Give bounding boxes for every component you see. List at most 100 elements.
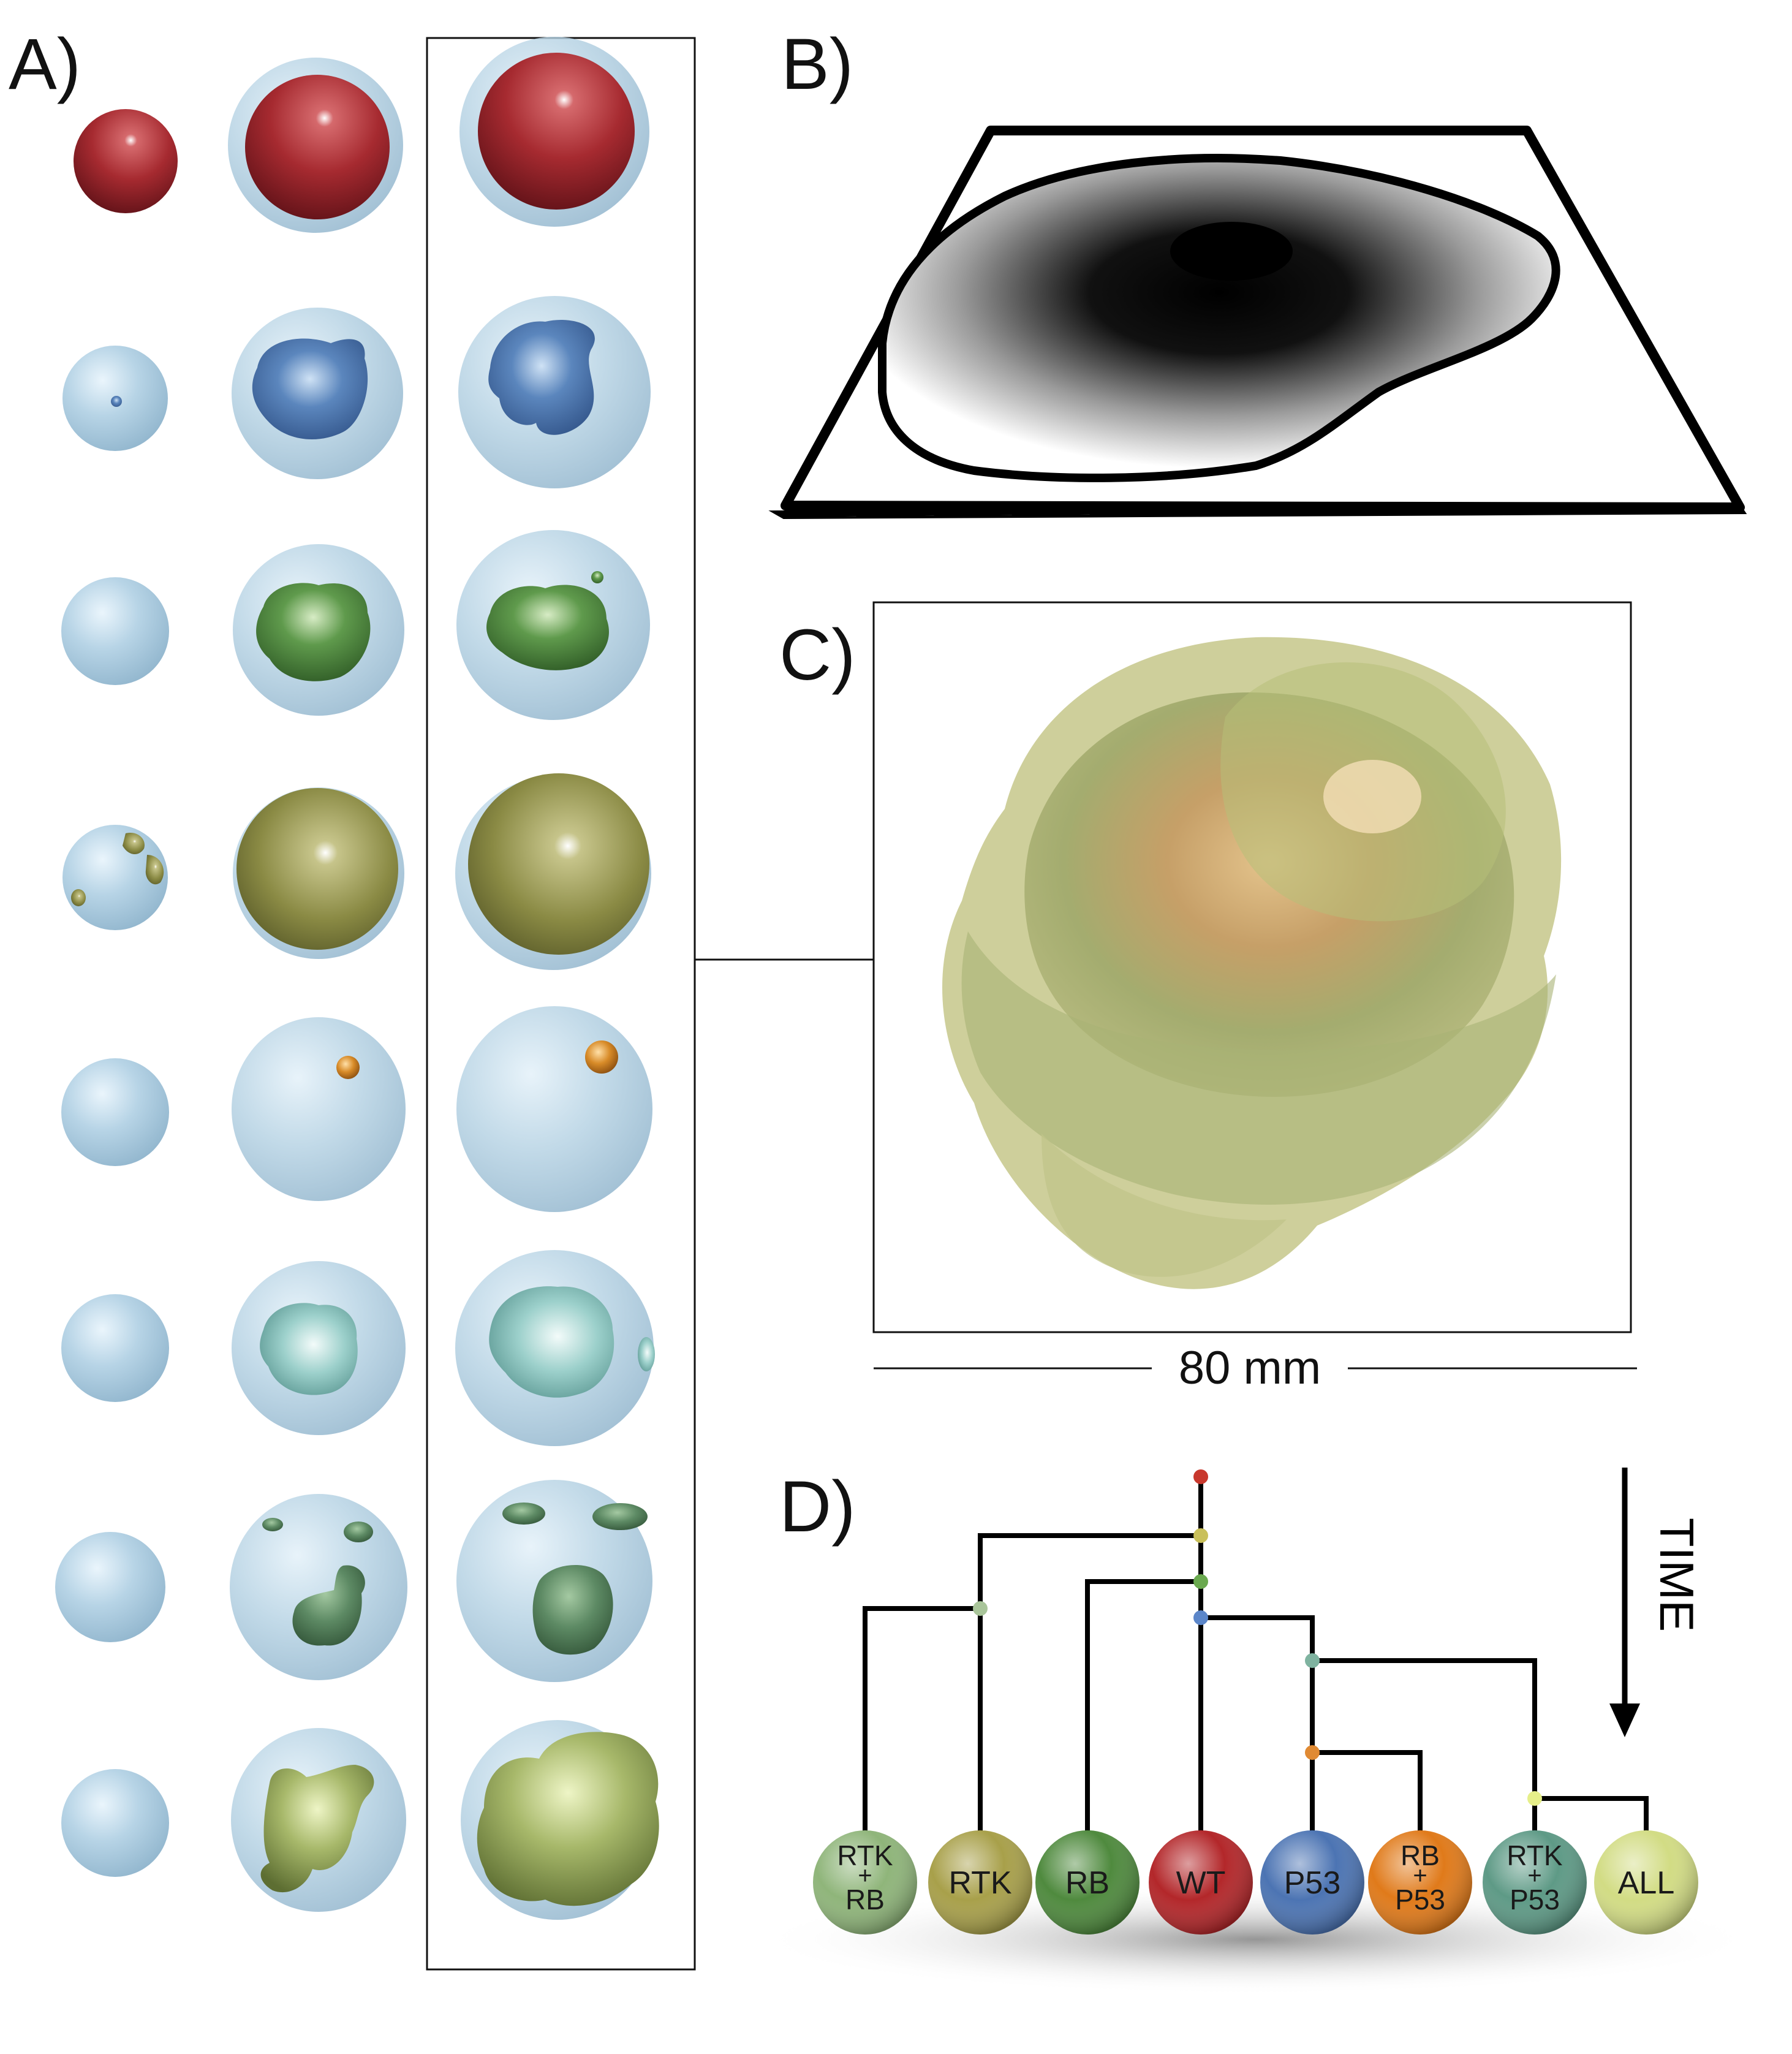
clone-sphere-rtk: RTK: [928, 1830, 1032, 1935]
row-rb-p53: [61, 1006, 652, 1212]
clone-sphere-rb-p53: RB+P53: [1368, 1830, 1472, 1935]
host-rtk-rb-small: [55, 1532, 165, 1642]
node-wt: [1193, 1469, 1208, 1484]
clone-label: +: [858, 1862, 872, 1889]
tumor-rtk-p53-mid: [260, 1303, 358, 1395]
seed-p53-small: [111, 396, 122, 407]
host-rtk-p53-small: [61, 1294, 169, 1402]
nutrient-field: [878, 154, 1560, 482]
clone-label: RB: [845, 1884, 885, 1916]
clone-sphere-p53: P53: [1260, 1830, 1364, 1935]
row-rtk: [62, 773, 651, 970]
tumor-composite-lower-shell: [961, 931, 1556, 1205]
clone-label: P53: [1510, 1884, 1560, 1916]
phylogeny-lines: [863, 1474, 1649, 1871]
clone-ball-shading: [813, 1830, 917, 1935]
tumor-all-large: [477, 1732, 659, 1906]
tumor-rb-mid: [256, 583, 371, 681]
clone-ball-shading: [1035, 1830, 1140, 1935]
clone-sphere-all: ALL: [1594, 1830, 1698, 1935]
host-rb-p53-small: [61, 1058, 169, 1166]
tumor-rtk-small-b: [145, 855, 164, 885]
panel-c: [872, 601, 1632, 1333]
clone-sphere-rtk-rb: RTK+RB: [813, 1830, 917, 1935]
necrotic-core: [1170, 222, 1293, 281]
simulation-plane-front: [768, 504, 1747, 520]
panel-a-label: A): [9, 24, 81, 105]
tumor-rtk-rb-large-a: [502, 1503, 545, 1525]
clone-label: +: [1413, 1862, 1427, 1889]
row-wt: [74, 37, 649, 233]
row-rtk-p53: [61, 1250, 655, 1446]
clone-sphere-rtk-p53: RTK+P53: [1483, 1830, 1587, 1935]
phylogeny-nodes: [973, 1469, 1542, 1806]
tumor-p53-large: [488, 320, 595, 435]
clone-label: ALL: [1618, 1865, 1675, 1901]
tumor-rtk-mid: [236, 788, 398, 950]
clone-label: RB: [1065, 1865, 1110, 1901]
sphere-wt-small: [74, 109, 178, 213]
time-label: TIME: [1650, 1518, 1704, 1632]
host-rtk-rb-mid: [230, 1494, 407, 1680]
tumor-rtk-small-a: [123, 833, 145, 855]
tumor-rtk-large: [468, 773, 649, 955]
tumor-rb-p53-mid: [336, 1056, 360, 1079]
clone-label: P53: [1284, 1865, 1341, 1901]
host-rb-p53-large: [456, 1006, 652, 1212]
clone-label: RTK: [837, 1840, 893, 1871]
node-p53: [1193, 1610, 1208, 1625]
clone-ball-shading: [1483, 1830, 1587, 1935]
tumor-rb-large-bud: [591, 571, 603, 583]
host-all-small: [61, 1769, 169, 1877]
sphere-wt-mid: [245, 75, 390, 219]
tumor-rtk-p53-large: [489, 1286, 614, 1398]
clone-ball-shading: [1368, 1830, 1472, 1935]
clone-sphere-wt: WT: [1149, 1830, 1253, 1935]
time-arrow: [1609, 1468, 1640, 1737]
tumor-rtk-rb-large-b: [592, 1503, 648, 1530]
node-rtk-p53: [1305, 1653, 1320, 1668]
clone-ball-shading: [928, 1830, 1032, 1935]
tumor-rtk-rb-large-c: [532, 1564, 613, 1655]
node-all: [1527, 1791, 1542, 1806]
panel-a: [55, 37, 696, 1971]
tumor-rtk-rb-mid-c: [292, 1565, 365, 1646]
row-all: [61, 1720, 659, 1920]
panel-d-label: D): [779, 1466, 856, 1547]
row-rtk-rb: [55, 1480, 652, 1682]
sphere-wt-large: [478, 53, 635, 210]
tumor-rtk-p53-large-bud: [638, 1337, 655, 1371]
tumor-all-mid: [260, 1765, 374, 1893]
tumor-rtk-small-c: [71, 889, 86, 906]
node-rtk: [1193, 1528, 1208, 1543]
clone-ball-shading: [1594, 1830, 1698, 1935]
tumor-p53-mid: [252, 338, 368, 439]
host-rb-p53-mid: [232, 1017, 406, 1201]
node-rb-p53: [1305, 1745, 1320, 1760]
clone-label: RTK: [948, 1865, 1011, 1901]
scale-bar-label: 80 mm: [1179, 1342, 1321, 1394]
node-rtk-rb: [973, 1601, 988, 1616]
tumor-rb-p53-large: [585, 1040, 618, 1074]
clone-label: P53: [1395, 1884, 1445, 1916]
clone-ball-shading: [1149, 1830, 1253, 1935]
tumor-composite-bottom: [1042, 1134, 1287, 1277]
node-rb: [1193, 1574, 1208, 1589]
tumor-composite-highlight: [1323, 760, 1421, 833]
clone-sphere-rb: RB: [1035, 1830, 1140, 1935]
panel-c-frame: [872, 601, 1632, 1333]
clone-ball-shading: [1260, 1830, 1364, 1935]
tumor-rtk-rb-mid-b: [344, 1522, 373, 1542]
row-p53: [62, 296, 651, 488]
time-arrow-head: [1609, 1703, 1640, 1737]
row-rb: [61, 530, 650, 720]
tumor-rtk-rb-mid-a: [262, 1518, 283, 1531]
panel-c-label: C): [779, 615, 856, 695]
host-rb-small: [61, 577, 169, 685]
clone-label: WT: [1176, 1865, 1226, 1901]
clone-label: RTK: [1507, 1840, 1562, 1871]
